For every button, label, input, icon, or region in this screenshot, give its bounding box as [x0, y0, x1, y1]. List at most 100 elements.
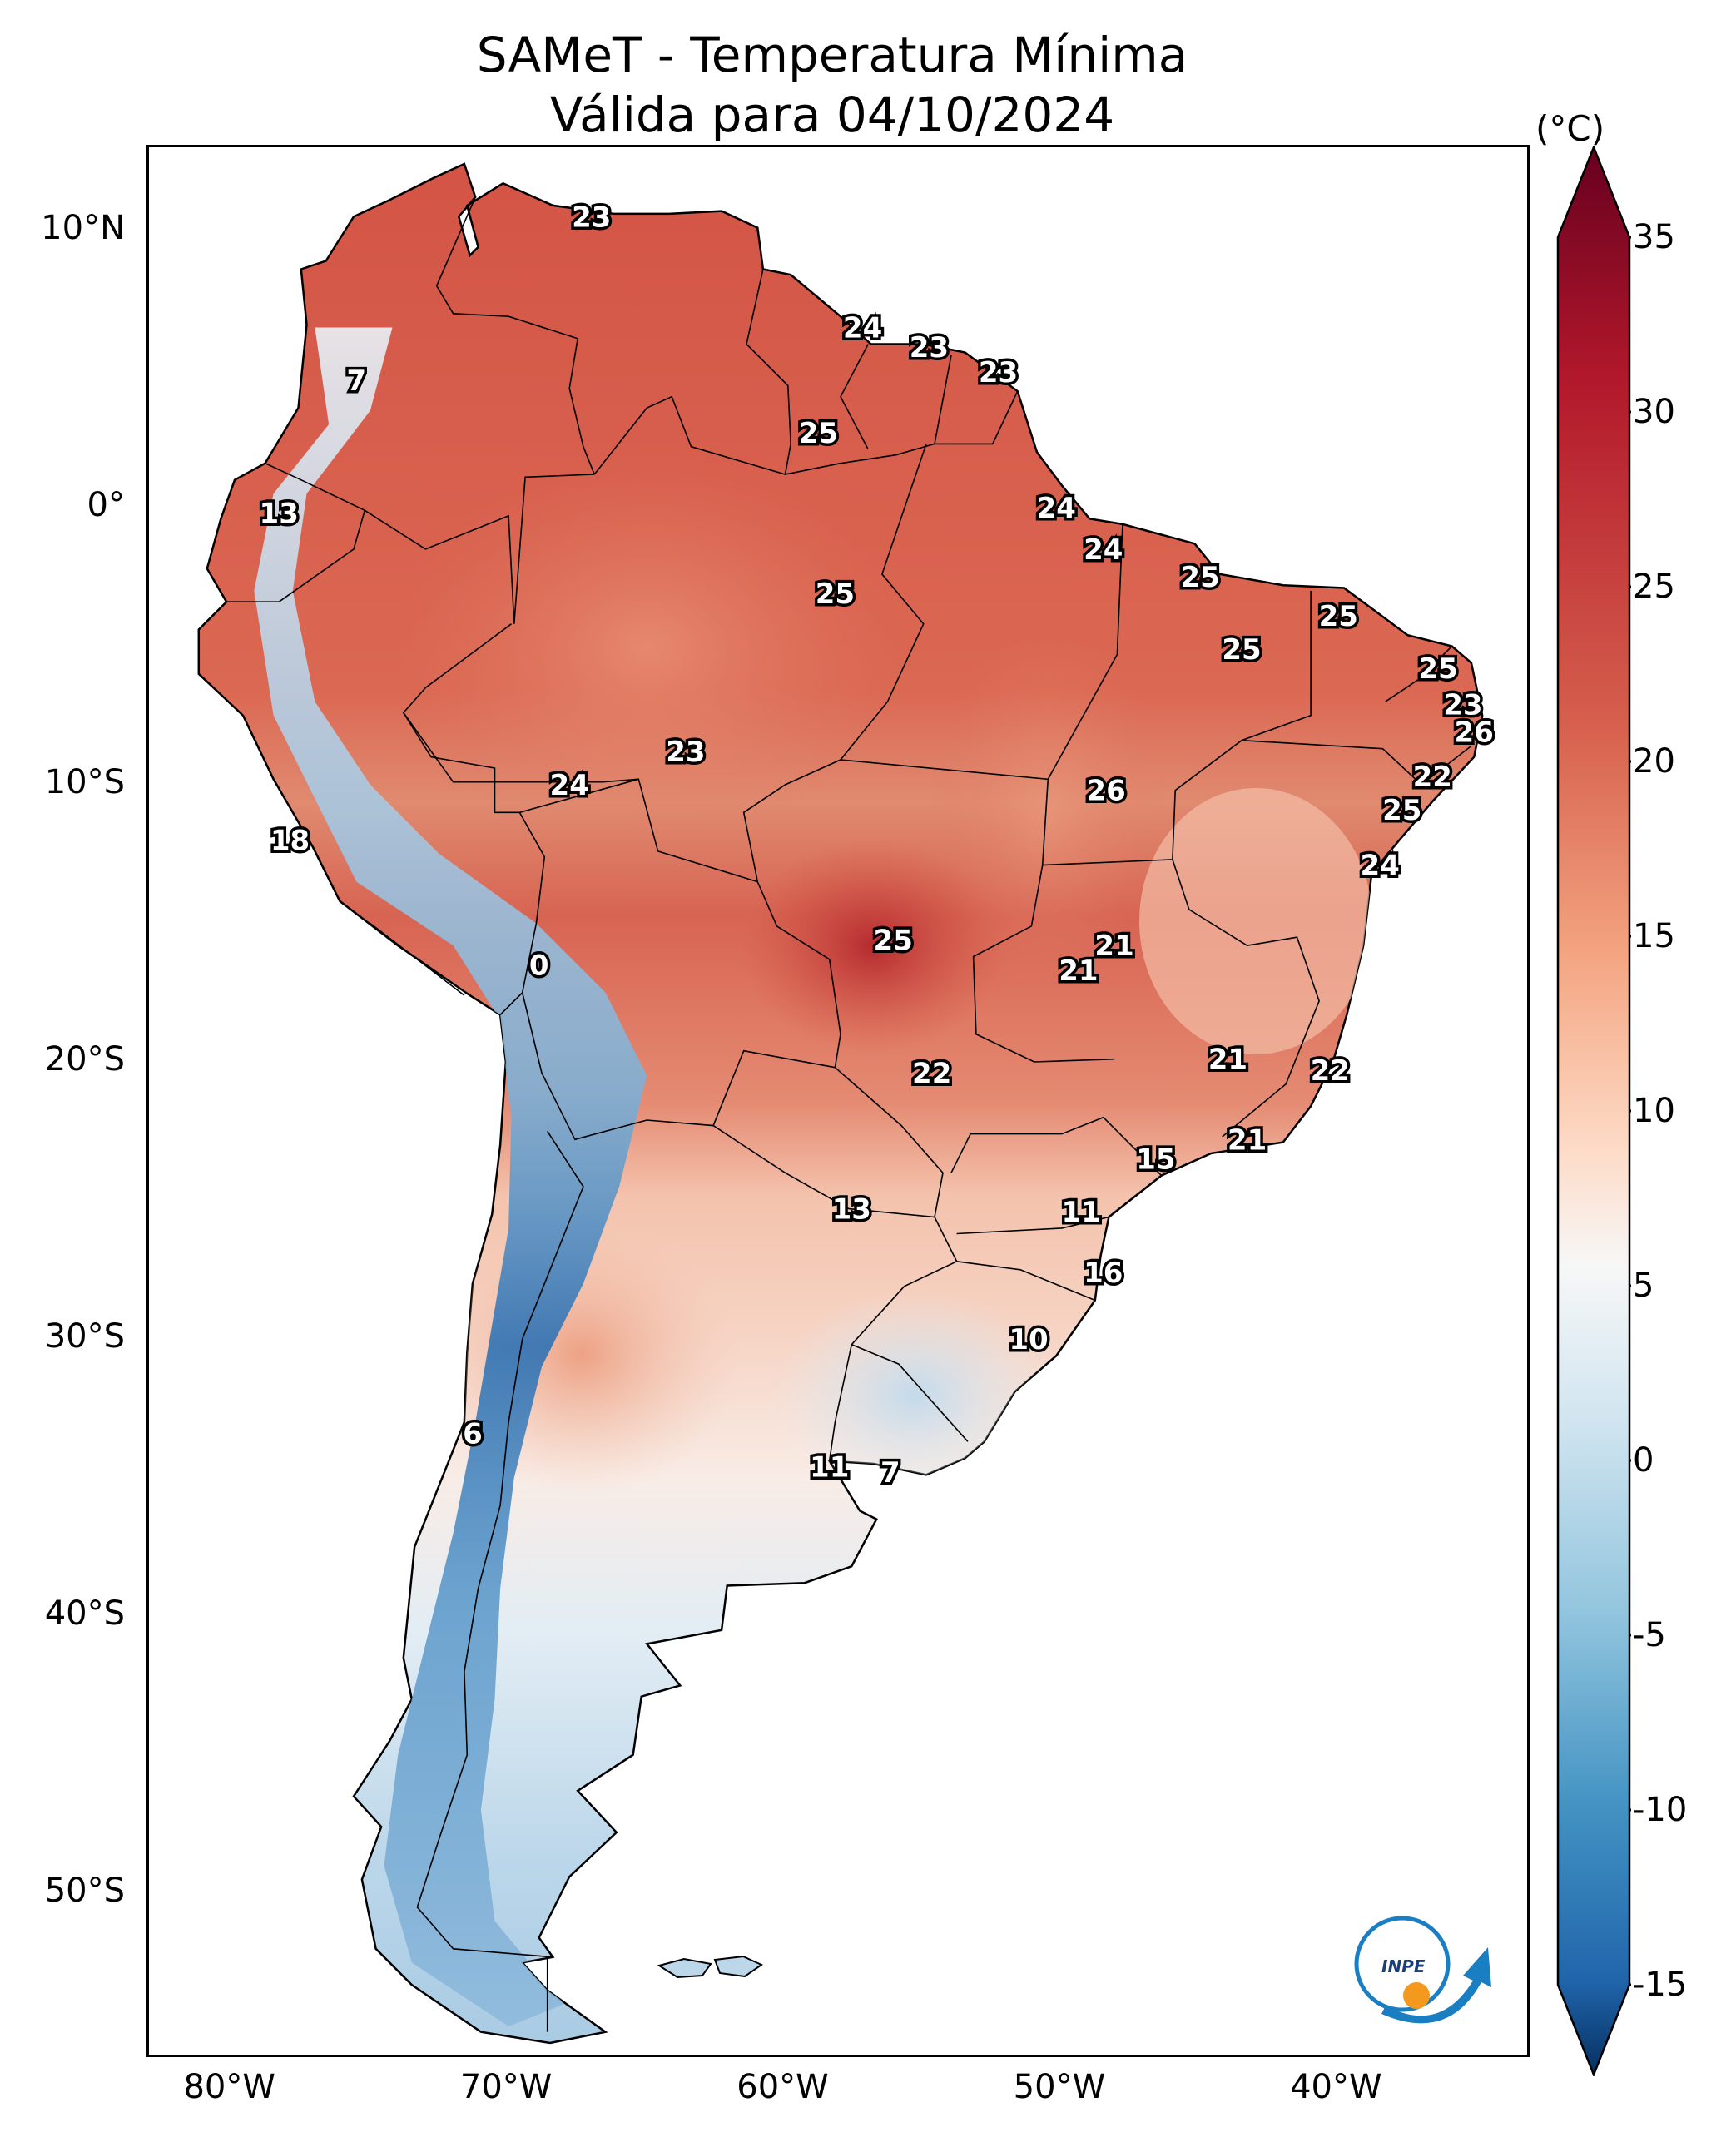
temperature-label: 25	[1319, 600, 1358, 633]
longitude-tick-label: 40°W	[1290, 2068, 1382, 2106]
temperature-label: 23	[1443, 688, 1482, 721]
temperature-label: 23	[979, 356, 1018, 389]
temperature-label: 22	[1413, 761, 1452, 794]
longitude-tick-label: 60°W	[737, 2068, 829, 2106]
temperature-label: 25	[816, 578, 855, 611]
border-line	[435, 196, 595, 475]
longitude-tick-label: 70°W	[459, 2068, 553, 2106]
border-line	[403, 712, 639, 783]
temperature-label: 26	[1086, 775, 1125, 808]
temperature-label: 10	[1009, 1323, 1048, 1356]
andes-cold-band	[254, 327, 647, 2026]
map-title-line2: Válida para 04/10/2024	[549, 87, 1115, 143]
colorbar-tick-label: 35	[1633, 218, 1675, 256]
longitude-tick-label: 50°W	[1013, 2068, 1106, 2106]
border-line	[956, 1261, 1096, 1302]
temperature-label: 13	[260, 498, 299, 531]
temperature-label: 25	[1180, 561, 1219, 594]
border-line	[402, 623, 546, 1015]
map-area: 23 24 23 23 7 25 24 13 24 25 25 25 25 25 23 26 23 22 24 26 2…	[146, 145, 1530, 2057]
latitude-tick-label: 40°S	[44, 1594, 125, 1634]
temperature-label: 16	[1084, 1257, 1123, 1290]
border-line	[828, 1344, 853, 1461]
border-line	[1047, 523, 1123, 780]
colorbar-tick-label: 30	[1633, 393, 1675, 431]
border-line	[840, 444, 927, 761]
temperature-label: 21	[1208, 1044, 1247, 1077]
colorbar-tick-label: 5	[1633, 1267, 1654, 1305]
colorbar-tick-label: 10	[1633, 1092, 1675, 1130]
temperature-label: 25	[1382, 794, 1421, 827]
border-line	[1172, 859, 1320, 1138]
colorbar-tick-label: 25	[1633, 568, 1675, 606]
border-line	[742, 759, 841, 882]
temperature-label: 24	[550, 769, 589, 802]
temperature-label: 0	[529, 950, 549, 983]
temperature-label: 21	[1228, 1123, 1267, 1157]
border-line	[265, 462, 595, 624]
border-line	[840, 759, 1115, 1063]
temperature-label: 24	[1084, 533, 1123, 567]
temperature-label: 22	[912, 1057, 951, 1090]
temperature-label: 25	[799, 417, 838, 450]
border-line	[1042, 590, 1312, 866]
border-line	[519, 778, 841, 1068]
map-title-line1: SAMeT - Temperatura Mínima	[476, 27, 1188, 83]
temperature-label: 24	[843, 312, 882, 345]
border-line	[416, 1130, 584, 1958]
latitude-tick-label: 50°S	[44, 1872, 125, 1911]
border-line	[746, 269, 792, 475]
colorbar-bar	[1556, 146, 1631, 2076]
border-line	[1241, 739, 1472, 786]
colorbar-tick-label: -5	[1633, 1616, 1666, 1654]
temperature-label: 23	[572, 201, 611, 234]
temperature-label: 26	[1455, 717, 1494, 750]
colorbar-tick-label: 20	[1633, 742, 1675, 781]
temperature-label: 21	[1059, 955, 1098, 988]
border-line	[370, 922, 465, 996]
border-line	[956, 1216, 1109, 1235]
colorbar-tick-label: 0	[1633, 1441, 1654, 1480]
logo-text: INPE	[1381, 1956, 1426, 1976]
latitude-tick-label: 30°S	[44, 1317, 125, 1356]
temperature-label: 21	[1094, 930, 1133, 963]
inpe-logo: INPE	[1354, 1916, 1491, 2024]
temperature-label: 13	[832, 1193, 871, 1227]
temperature-label: 23	[666, 736, 705, 769]
latitude-tick-label: 10°N	[41, 208, 125, 247]
temperature-label: 7	[346, 364, 366, 398]
temperature-label: 11	[810, 1450, 849, 1484]
temperature-label: 18	[270, 825, 310, 858]
temperature-label: 11	[1062, 1196, 1101, 1229]
map-title: SAMeT - Temperatura Mínima Válida para 0…	[141, 25, 1523, 145]
colorbar-tick-label: -15	[1633, 1966, 1688, 2004]
temperature-label: 25	[1222, 633, 1261, 667]
border-line	[521, 992, 836, 1141]
temperature-label: 7	[880, 1456, 900, 1490]
colorbar	[1556, 146, 1631, 2076]
temperature-label: 24	[1037, 492, 1076, 525]
temperature-label: 23	[910, 331, 949, 364]
colorbar-tick-label: -10	[1633, 1791, 1688, 1829]
border-line	[226, 510, 366, 602]
border-line	[950, 1116, 1163, 1177]
temperature-label: 24	[1361, 850, 1400, 883]
temperature-label: 6	[463, 1417, 483, 1450]
latitude-tick-label: 0°	[87, 485, 125, 524]
falkland-islands	[657, 1955, 764, 1979]
longitude-tick-label: 80°W	[183, 2068, 275, 2106]
border-line	[1385, 645, 1453, 702]
latitude-tick-label: 20°S	[44, 1040, 125, 1079]
south-america-landmass	[197, 162, 1484, 2045]
temperature-label: 15	[1136, 1143, 1175, 1177]
colorbar-unit: (°C)	[1535, 108, 1605, 149]
border-line	[934, 355, 952, 444]
border-line	[593, 390, 1019, 475]
temperature-label: 22	[1311, 1054, 1350, 1088]
temperature-label: 25	[874, 925, 913, 958]
temperature-label: 25	[1418, 652, 1457, 686]
latitude-tick-label: 10°S	[44, 763, 125, 801]
border-line	[840, 344, 869, 450]
